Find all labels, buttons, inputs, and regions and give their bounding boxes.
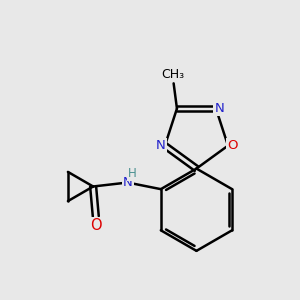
Text: O: O [90, 218, 102, 233]
Text: H: H [128, 167, 137, 180]
Text: N: N [123, 176, 133, 189]
Text: CH₃: CH₃ [161, 68, 184, 81]
Text: O: O [227, 139, 238, 152]
Text: N: N [156, 139, 166, 152]
Text: N: N [214, 102, 224, 115]
